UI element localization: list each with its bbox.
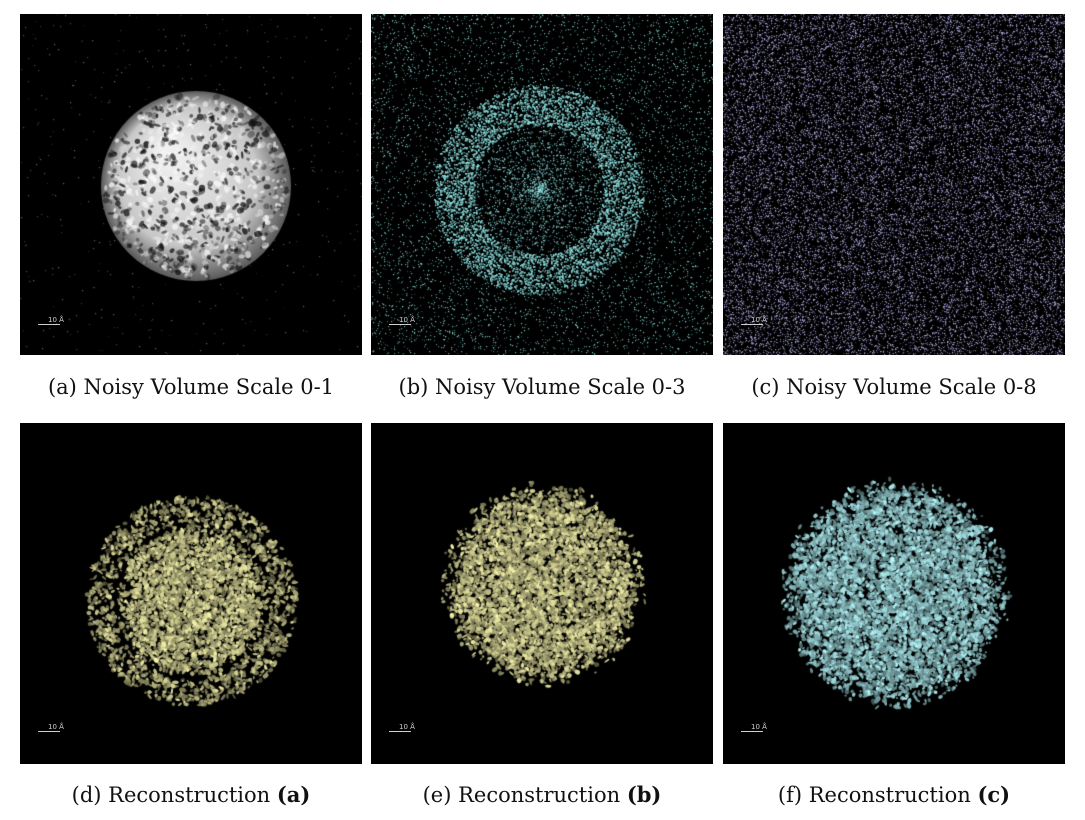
caption-f: (f) Reconstruction (c) (777, 782, 1011, 807)
caption-b: (b) Noisy Volume Scale 0-3 (398, 375, 686, 399)
panel-a-image (20, 14, 362, 355)
panel-c-noisy-scale-0-8: 10 Å (723, 14, 1065, 355)
panel-b-image (371, 14, 713, 355)
panel-e-reconstruction-b: 10 Å (371, 423, 713, 764)
caption-e: (e) Reconstruction (b) (422, 782, 662, 807)
panel-d-image (20, 423, 362, 764)
panel-e-image (371, 423, 713, 764)
panel-f-image (723, 423, 1065, 764)
panel-a-noisy-scale-0-1: 10 Å (20, 14, 362, 355)
panel-b-noisy-scale-0-3: 10 Å (371, 14, 713, 355)
caption-d: (d) Reconstruction (a) (71, 782, 311, 807)
panel-f-reconstruction-c: 10 Å (723, 423, 1065, 764)
panel-d-reconstruction-a: 10 Å (20, 423, 362, 764)
caption-a: (a) Noisy Volume Scale 0-1 (47, 375, 335, 399)
panel-c-image (723, 14, 1065, 355)
caption-c: (c) Noisy Volume Scale 0-8 (751, 375, 1037, 399)
